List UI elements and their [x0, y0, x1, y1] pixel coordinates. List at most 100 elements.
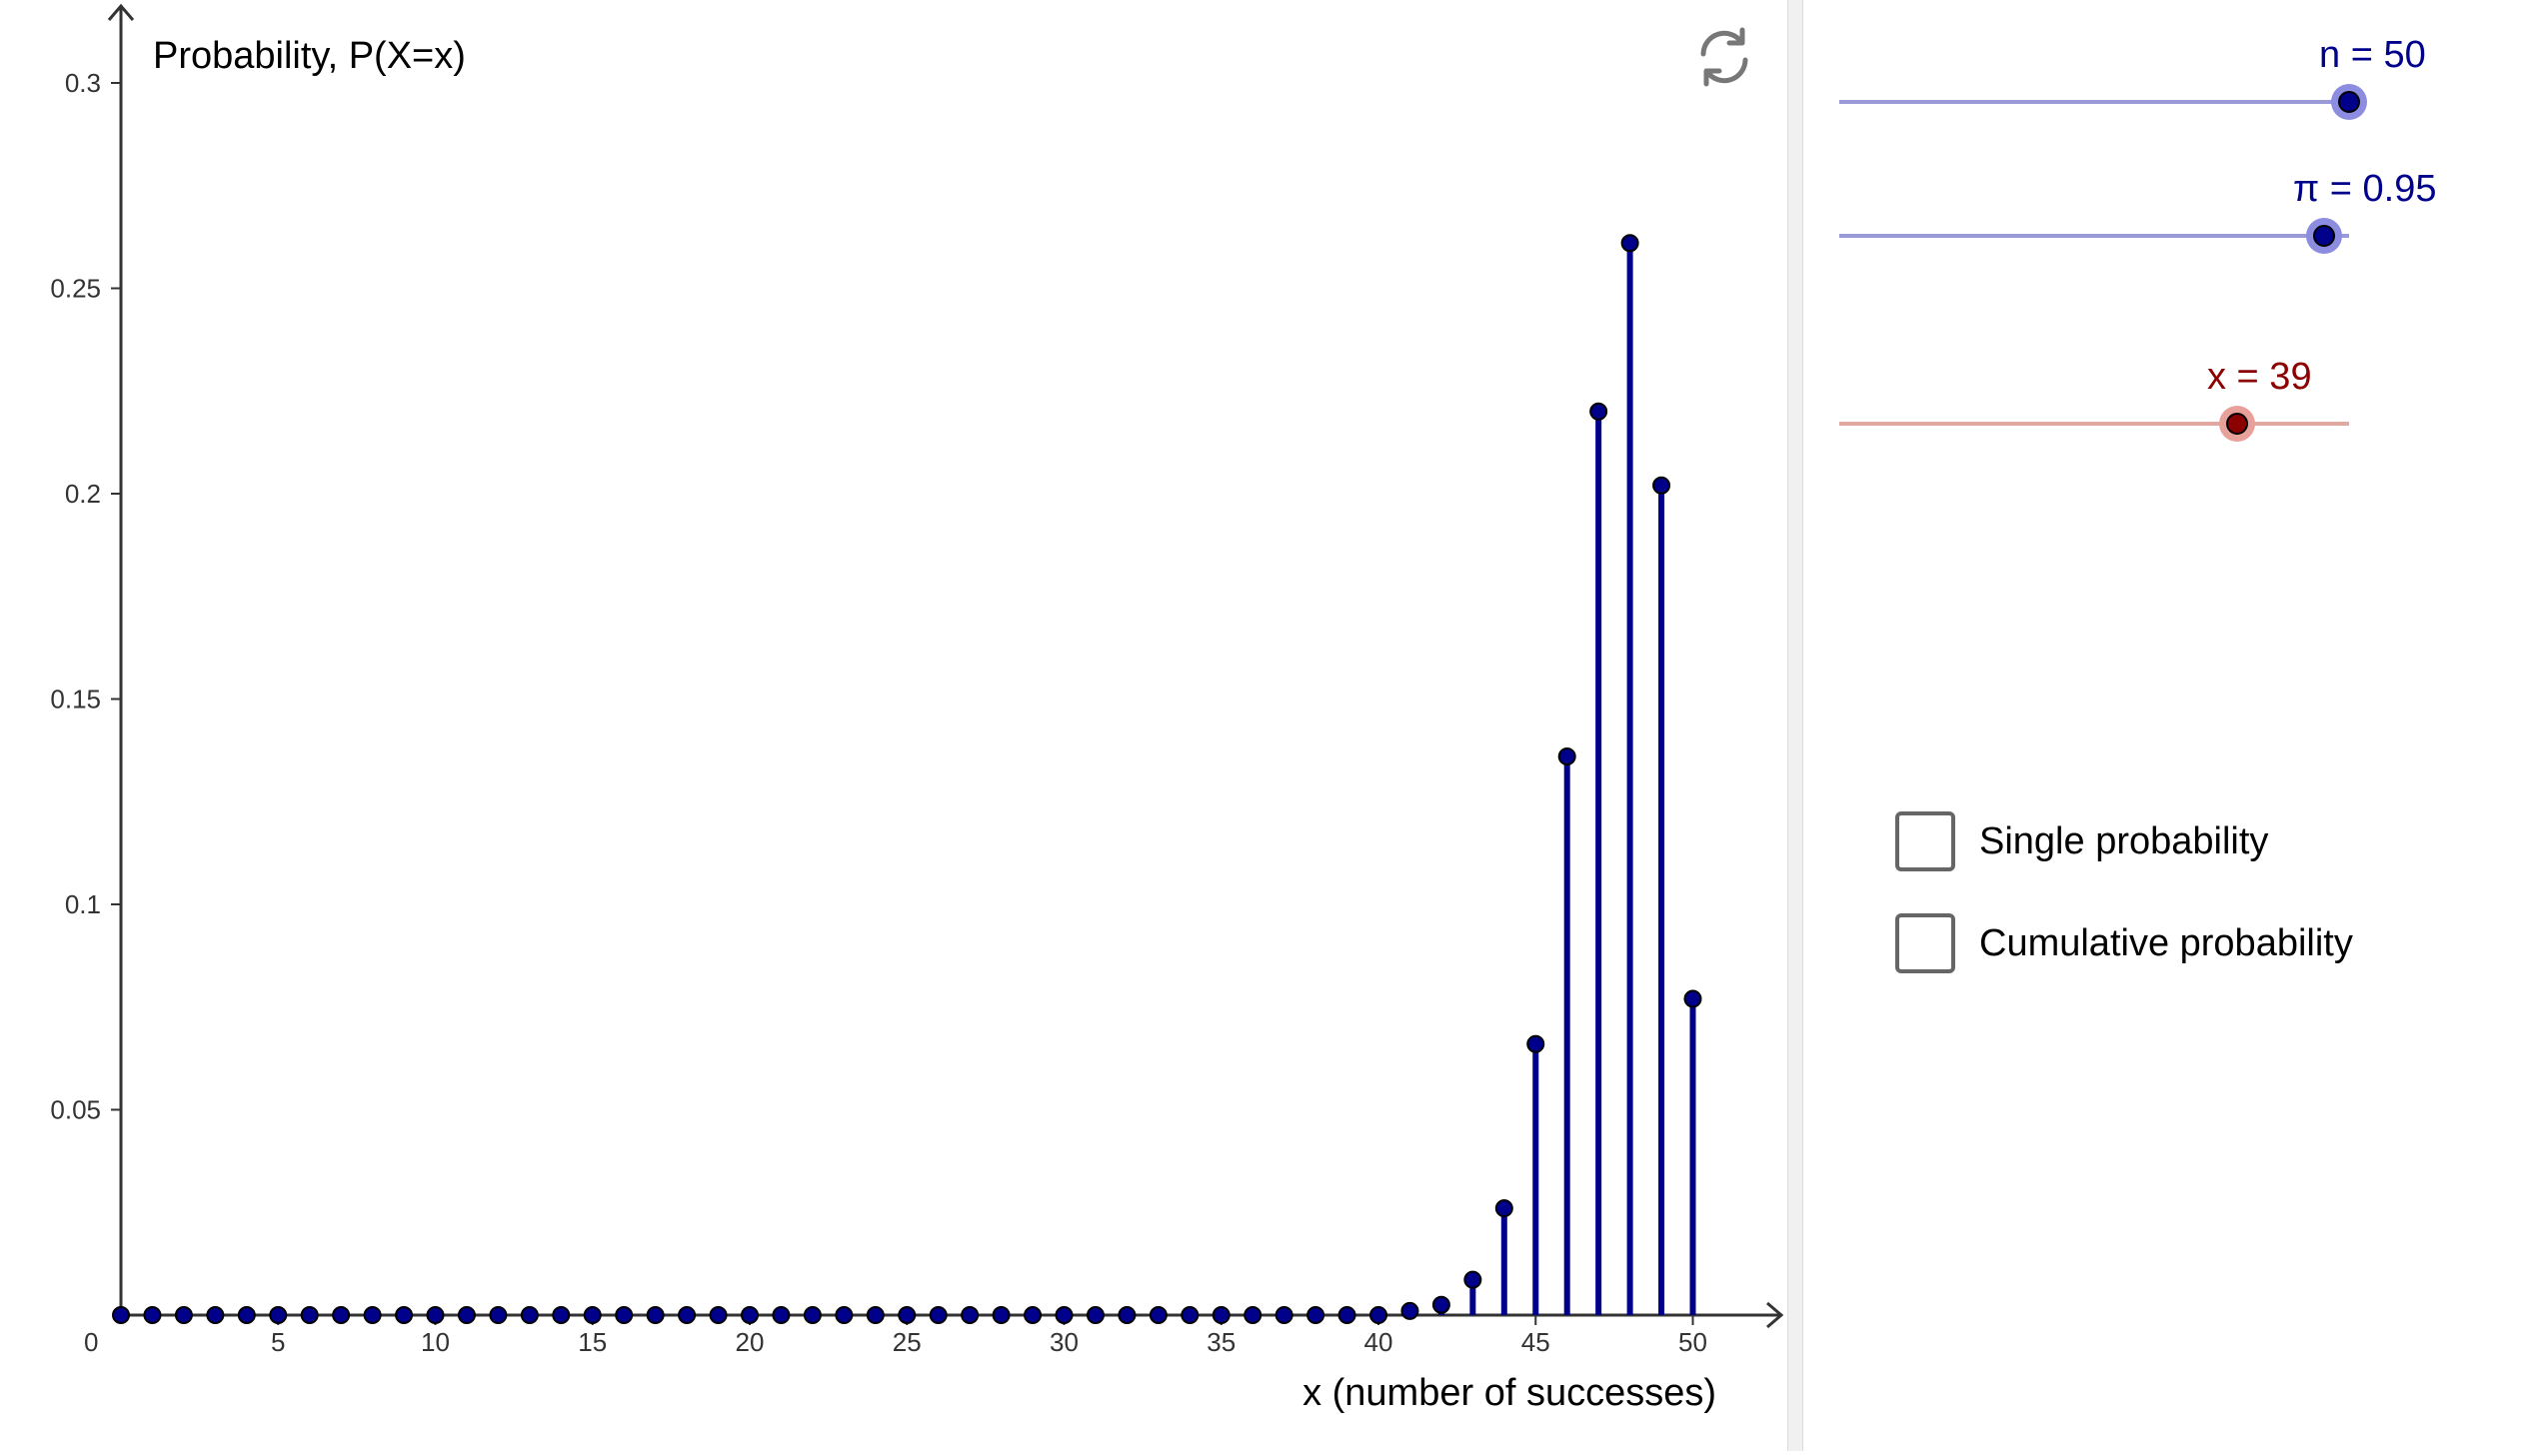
n-slider-knob[interactable]	[2331, 84, 2367, 120]
point-x47	[1589, 402, 1608, 421]
x-tick-label: 5	[271, 1327, 285, 1357]
point-x43	[1463, 1270, 1482, 1289]
point-x21	[772, 1306, 791, 1324]
point-x24	[866, 1306, 885, 1324]
pi-slider-track[interactable]	[1839, 234, 2349, 238]
point-x14	[552, 1306, 571, 1324]
pi-slider[interactable]	[1839, 206, 2349, 266]
point-x10	[426, 1306, 445, 1324]
x-ticks: 5 10 15 20 25 30 35 40 45 50	[271, 1315, 1707, 1357]
n-slider-label: n = 50	[2319, 34, 2426, 76]
point-x41	[1400, 1301, 1419, 1320]
y-tick-label: 0.25	[50, 274, 101, 304]
point-x36	[1244, 1306, 1263, 1324]
x-tick-label: 25	[893, 1327, 922, 1357]
point-x39	[1337, 1306, 1356, 1324]
pi-slider-label: π = 0.95	[2293, 168, 2437, 210]
x-axis-label: x (number of successes)	[1302, 1372, 1716, 1414]
point-x45	[1526, 1034, 1545, 1053]
x-slider-knob[interactable]	[2218, 406, 2255, 442]
x-tick-label: 45	[1521, 1327, 1550, 1357]
point-x22	[803, 1306, 822, 1324]
x-tick-label: 50	[1678, 1327, 1707, 1357]
y-tick-label: 0.2	[65, 479, 101, 509]
point-x23	[835, 1306, 854, 1324]
point-x3	[206, 1306, 225, 1324]
x-tick-label: 30	[1050, 1327, 1079, 1357]
point-x6	[300, 1306, 319, 1324]
point-x7	[332, 1306, 351, 1324]
point-x27	[961, 1306, 980, 1324]
point-x40	[1369, 1306, 1387, 1324]
single-probability-label[interactable]: Single probability	[1979, 819, 2269, 862]
point-x30	[1055, 1306, 1074, 1324]
refresh-icon	[1700, 27, 1748, 87]
y-tick-label: 0.05	[50, 1095, 101, 1125]
point-x37	[1274, 1306, 1293, 1324]
graphics-view[interactable]: 5 10 15 20 25 30 35 40 45 50 0.05 0.1 0.15 0.2 0.25 0.…	[0, 0, 1787, 1451]
axes	[107, 3, 1784, 1329]
point-x49	[1652, 476, 1671, 495]
n-slider-track[interactable]	[1839, 100, 2349, 104]
x-tick-label: 15	[578, 1327, 607, 1357]
point-x28	[992, 1306, 1011, 1324]
point-x1	[143, 1306, 162, 1324]
point-x33	[1149, 1306, 1168, 1324]
point-x31	[1086, 1306, 1105, 1324]
point-x42	[1431, 1295, 1450, 1314]
point-x18	[678, 1306, 697, 1324]
panel-divider[interactable]	[1787, 0, 1803, 1451]
point-x5	[269, 1306, 288, 1324]
point-x32	[1118, 1306, 1137, 1324]
x-axis-arrow	[1766, 1301, 1784, 1329]
point-x34	[1181, 1306, 1200, 1324]
refresh-button[interactable]	[1691, 24, 1757, 90]
point-x15	[583, 1306, 602, 1324]
x-tick-label: 20	[736, 1327, 765, 1357]
point-x12	[489, 1306, 508, 1324]
cumulative-probability-checkbox[interactable]: Cumulative probability	[1895, 913, 2353, 973]
point-x25	[898, 1306, 917, 1324]
n-slider[interactable]	[1839, 72, 2367, 132]
point-x50	[1683, 989, 1702, 1008]
x-tick-label: 10	[421, 1327, 450, 1357]
probability-chart: 5 10 15 20 25 30 35 40 45 50 0.05 0.1 0.15 0.2 0.25 0.…	[50, 3, 1784, 1414]
y-axis-label: Probability, P(X=x)	[153, 35, 466, 77]
bars	[1406, 243, 1696, 1315]
algebra-panel	[1803, 0, 2531, 1451]
point-x44	[1494, 1199, 1513, 1218]
point-x16	[615, 1306, 634, 1324]
single-probability-box[interactable]	[1895, 811, 1955, 871]
point-x13	[520, 1306, 539, 1324]
y-tick-label: 0.15	[50, 685, 101, 715]
point-x20	[741, 1306, 759, 1324]
pi-slider-knob[interactable]	[2305, 218, 2342, 254]
point-x46	[1557, 747, 1576, 766]
point-x19	[709, 1306, 728, 1324]
x-slider-track[interactable]	[1839, 422, 2349, 426]
point-x17	[646, 1306, 665, 1324]
point-x38	[1306, 1306, 1325, 1324]
point-x8	[363, 1306, 382, 1324]
point-x4	[237, 1306, 256, 1324]
y-tick-label: 0.3	[65, 68, 101, 98]
y-axis-arrow	[107, 3, 135, 21]
point-x29	[1024, 1306, 1043, 1324]
x-slider[interactable]	[1839, 394, 2349, 454]
x-tick-label: 40	[1364, 1327, 1393, 1357]
point-x26	[929, 1306, 948, 1324]
point-x0	[112, 1306, 130, 1324]
point-x11	[457, 1306, 476, 1324]
y-tick-label: 0.1	[65, 889, 101, 919]
cumulative-probability-label[interactable]: Cumulative probability	[1979, 921, 2353, 964]
point-x48	[1620, 234, 1639, 253]
single-probability-checkbox[interactable]: Single probability	[1895, 811, 2268, 871]
point-x9	[395, 1306, 414, 1324]
cumulative-probability-box[interactable]	[1895, 913, 1955, 973]
point-x2	[174, 1306, 193, 1324]
x-slider-label: x = 39	[2207, 356, 2312, 398]
x-tick-label: 35	[1207, 1327, 1236, 1357]
points	[112, 234, 1702, 1324]
point-x35	[1212, 1306, 1231, 1324]
origin-label: 0	[84, 1327, 98, 1357]
